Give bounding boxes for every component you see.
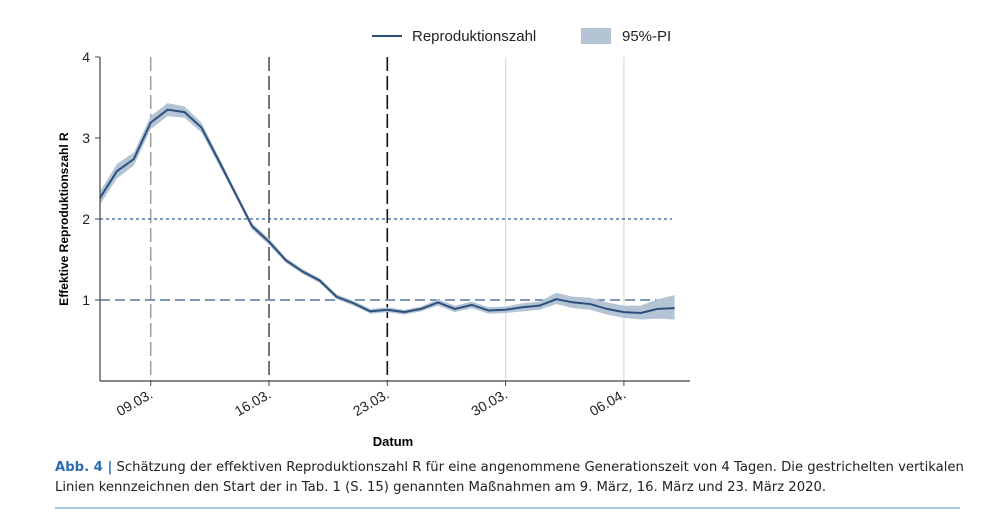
legend-band-label: 95%-PI [622,28,671,45]
x-tick-label: 16.03. [232,386,274,419]
legend: Reproduktionszahl 95%-PI [372,28,671,45]
x-tick-label: 30.03. [468,386,510,419]
caption-label: Abb. 4 | [55,460,113,475]
x-tick-label: 23.03. [350,386,392,419]
y-tick-label: 1 [82,292,90,308]
x-tick-label: 06.04. [587,386,629,419]
y-tick-label: 2 [82,211,90,227]
caption-text: Schätzung der effektiven Reproduktionsza… [55,460,964,495]
caption-rule [55,507,960,509]
x-tick-label: 09.03. [113,386,155,419]
y-axis-label: Effektive Reproduktionszahl R [57,132,71,306]
legend-line-label: Reproduktionszahl [412,28,536,45]
x-axis-label: Datum [373,434,413,449]
legend-band-swatch [581,28,611,44]
figure-caption: Abb. 4 | Schätzung der effektiven Reprod… [55,458,975,498]
r-chart: 1 2 3 4 09.03. 16.03. 23.03. 30.03. 06.04. Effek… [57,28,690,449]
y-tick-label: 4 [82,49,90,65]
y-tick-label: 3 [82,130,90,146]
r-line [99,108,675,314]
